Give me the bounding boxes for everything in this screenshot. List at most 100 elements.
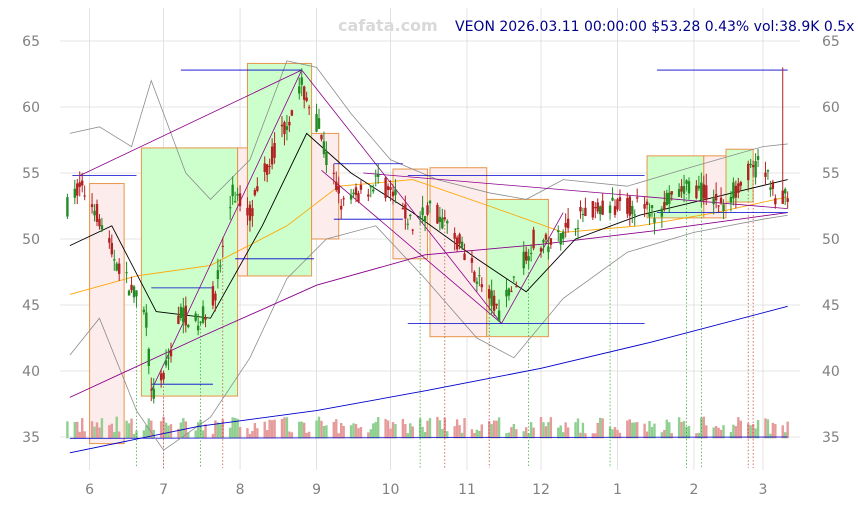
y-tick-label-left: 60 <box>22 100 40 116</box>
candle-body <box>374 175 377 177</box>
candle-body <box>490 290 493 306</box>
volume-bar <box>653 423 656 439</box>
volume-bar <box>714 426 718 439</box>
candle-body <box>386 186 390 190</box>
volume-bar <box>594 433 597 439</box>
volume-bar <box>130 418 133 439</box>
x-tick-label: 6 <box>85 482 94 498</box>
volume-bar <box>480 424 483 439</box>
candle-body <box>734 185 738 198</box>
candle-body <box>460 241 464 248</box>
candle-body <box>532 229 535 249</box>
candle-body <box>426 205 429 215</box>
volume-bar <box>229 427 232 439</box>
volume-bar <box>317 416 321 439</box>
x-tick-label: 8 <box>236 482 245 498</box>
candle-body <box>332 172 335 174</box>
x-tick-label: 9 <box>312 482 321 498</box>
volume-bar <box>194 430 197 439</box>
candle-body <box>162 372 165 380</box>
candle-body <box>594 207 597 209</box>
candle-body <box>458 234 461 244</box>
y-tick-label-left: 45 <box>22 298 40 314</box>
candle-body <box>781 190 784 204</box>
volume-bar <box>113 432 116 439</box>
candle-body <box>784 189 787 194</box>
candle-body <box>391 191 395 197</box>
trend-line <box>301 69 502 324</box>
volume-bar <box>204 424 207 439</box>
y-tick-label-right: 45 <box>822 298 840 314</box>
volume-bar <box>298 421 301 439</box>
volume-bar <box>769 433 772 439</box>
volume-bar <box>764 418 767 439</box>
candle-body <box>611 197 614 201</box>
candle-body <box>766 170 770 172</box>
volume-bar <box>391 422 395 439</box>
candle-body <box>549 238 553 245</box>
x-tick-label: 10 <box>382 482 400 498</box>
volume-bar <box>401 418 405 439</box>
volume-bar <box>367 432 370 439</box>
candle-body <box>100 225 104 230</box>
volume-bar <box>478 430 481 439</box>
candle-body <box>377 174 380 177</box>
candle-body <box>473 271 476 282</box>
candle-body <box>290 110 294 116</box>
candle-body <box>754 161 757 178</box>
volume-bar <box>542 422 545 439</box>
candle-body <box>515 286 518 288</box>
candle-body <box>562 231 565 239</box>
candle-body <box>211 286 215 306</box>
candle-body <box>653 218 656 223</box>
volume-bar <box>169 424 173 439</box>
volume-bar <box>404 424 407 439</box>
candle-body <box>751 165 755 168</box>
candle-body <box>406 223 409 225</box>
volume-bar <box>283 417 286 439</box>
candle-body <box>443 217 446 220</box>
volume-bar <box>781 425 784 439</box>
candle-body <box>769 187 772 190</box>
candle-body <box>576 227 580 229</box>
candle-body <box>599 206 602 215</box>
volume-bar <box>66 421 69 439</box>
volume-bar <box>238 427 242 439</box>
candle-body <box>298 86 301 94</box>
candle-body <box>564 222 567 228</box>
volume-bar <box>177 428 180 439</box>
candle-body <box>76 183 79 196</box>
candle-body <box>90 204 94 208</box>
candle-body <box>633 214 636 216</box>
trend-line <box>501 212 564 324</box>
candle-body <box>411 229 414 231</box>
volume-bar <box>349 425 353 439</box>
candle-body <box>712 198 715 205</box>
volume-bar <box>95 422 99 439</box>
volume-bar <box>446 431 449 439</box>
candle-body <box>66 197 69 217</box>
y-tick-label-left: 40 <box>22 364 40 380</box>
volume-bar <box>268 419 271 439</box>
x-tick-label: 11 <box>458 482 476 498</box>
volume-bar <box>512 424 516 439</box>
candle-body <box>559 233 562 245</box>
volume-bar <box>251 430 254 439</box>
volume-bar <box>216 422 220 439</box>
candle-body <box>182 307 185 323</box>
candle-body <box>497 310 501 322</box>
candle-body <box>423 216 427 222</box>
candle-body <box>453 232 456 239</box>
candle-body <box>125 272 128 274</box>
volume-bar <box>636 422 639 439</box>
volume-bar <box>460 432 464 439</box>
candle-body <box>579 206 582 212</box>
candle-body <box>618 197 622 202</box>
candle-body <box>130 284 133 291</box>
volume-bar <box>423 432 427 439</box>
volume-bars <box>66 416 789 439</box>
candle-body <box>495 303 498 306</box>
candle-body <box>359 184 363 190</box>
candle-body <box>475 281 479 284</box>
candle-body <box>685 180 688 184</box>
